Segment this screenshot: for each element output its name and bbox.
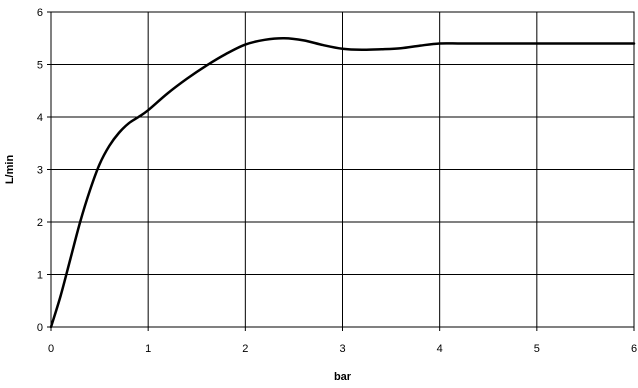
x-axis-title: bar — [334, 371, 352, 383]
x-tick-label: 2 — [242, 343, 248, 355]
y-axis-ticks: 0 1 2 3 4 5 6 — [37, 7, 51, 334]
x-tick-label: 1 — [145, 343, 151, 355]
y-tick-label: 2 — [37, 217, 43, 229]
horizontal-gridlines — [51, 64, 634, 275]
y-tick-label: 5 — [37, 60, 43, 72]
x-tick-label: 3 — [339, 343, 345, 355]
plot-area — [49, 11, 636, 329]
x-tick-label: 5 — [534, 343, 540, 355]
y-tick-label: 4 — [37, 112, 43, 124]
series-line — [49, 36, 636, 329]
x-tick-label: 4 — [437, 343, 443, 355]
x-tick-label: 0 — [48, 343, 54, 355]
x-tick-label: 6 — [631, 343, 637, 355]
y-axis-title: L/min — [4, 155, 16, 185]
y-tick-label: 6 — [37, 7, 43, 19]
y-tick-label: 3 — [37, 165, 43, 177]
x-axis-ticks: 0 1 2 3 4 5 6 — [48, 327, 637, 355]
y-tick-label: 1 — [37, 270, 43, 282]
y-tick-label: 0 — [37, 322, 43, 334]
